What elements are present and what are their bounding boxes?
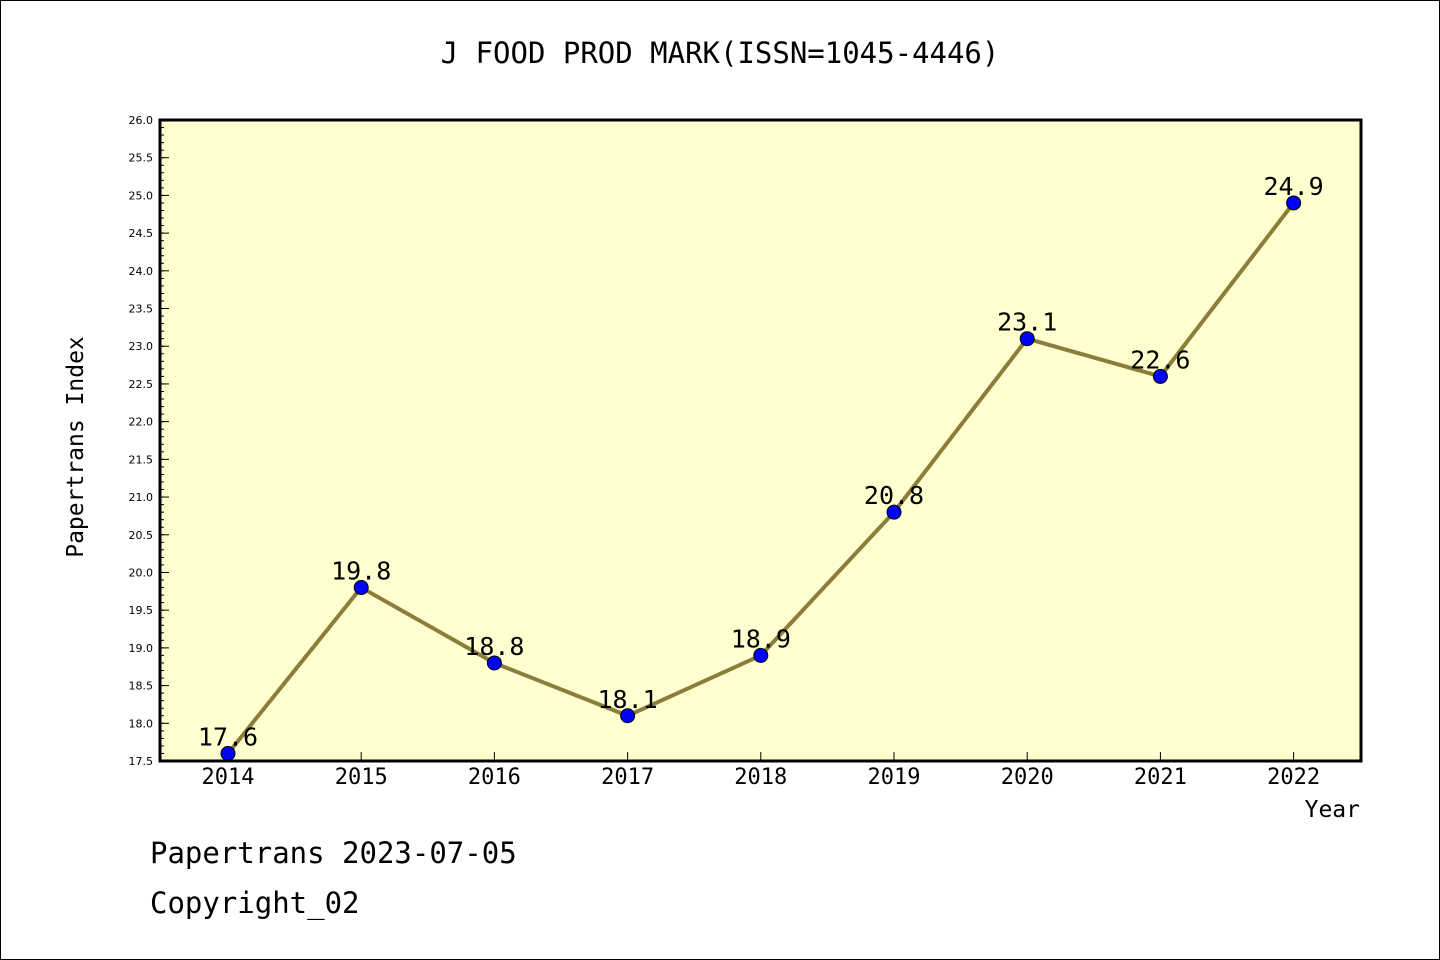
footer-date: Papertrans 2023-07-05 [150,836,517,870]
x-tick-label: 2020 [1001,765,1054,790]
y-tick-label: 19.0 [129,642,154,655]
y-tick-label: 22.5 [129,378,154,391]
x-axis-label: Year [1304,797,1360,823]
x-tick-label: 2018 [734,765,787,790]
y-tick-label: 23.5 [129,303,154,316]
x-tick-label: 2021 [1134,765,1187,790]
x-tick-label: 2014 [202,765,255,790]
y-tick-label: 25.0 [129,189,154,202]
y-tick-label: 18.5 [129,680,154,693]
x-tick-label: 2022 [1267,765,1320,790]
data-label: 24.9 [1263,172,1323,201]
y-tick-label: 20.0 [129,566,154,579]
x-tick-label: 2016 [468,765,521,790]
data-point [1019,331,1035,347]
y-tick-label: 20.5 [129,529,154,542]
x-tick-label: 2019 [868,765,921,790]
y-tick-label: 21.0 [129,491,154,504]
y-tick-label: 24.0 [129,265,154,278]
data-label: 18.8 [464,632,524,661]
y-tick-label: 26.0 [129,114,154,127]
data-point [1152,368,1168,384]
y-tick-label: 22.0 [129,416,154,429]
data-label: 20.8 [864,481,924,510]
x-tick-label: 2017 [601,765,654,790]
data-point [486,655,502,671]
y-tick-label: 21.5 [129,453,154,466]
data-label: 23.1 [997,308,1057,337]
data-label: 19.8 [331,557,391,586]
y-tick-label: 19.5 [129,604,154,617]
plot-area [160,120,1361,761]
y-tick-label: 23.0 [129,340,154,353]
data-point [620,708,636,724]
data-point [886,504,902,520]
data-label: 18.9 [731,624,791,653]
y-tick-label: 25.5 [129,152,154,165]
y-tick-label: 24.5 [129,227,154,240]
plot-border [158,118,1363,763]
footer-copyright: Copyright_02 [150,886,360,920]
data-point [753,647,769,663]
y-tick-label: 18.0 [129,717,154,730]
y-tick-label: 17.5 [129,755,154,768]
data-point [353,580,369,596]
x-tick-label: 2015 [335,765,388,790]
data-label: 18.1 [597,685,657,714]
data-label: 17.6 [198,722,258,751]
chart-title: J FOOD PROD MARK(ISSN=1045-4446) [440,36,1000,70]
data-label: 22.6 [1130,345,1190,374]
data-point [1286,195,1302,211]
